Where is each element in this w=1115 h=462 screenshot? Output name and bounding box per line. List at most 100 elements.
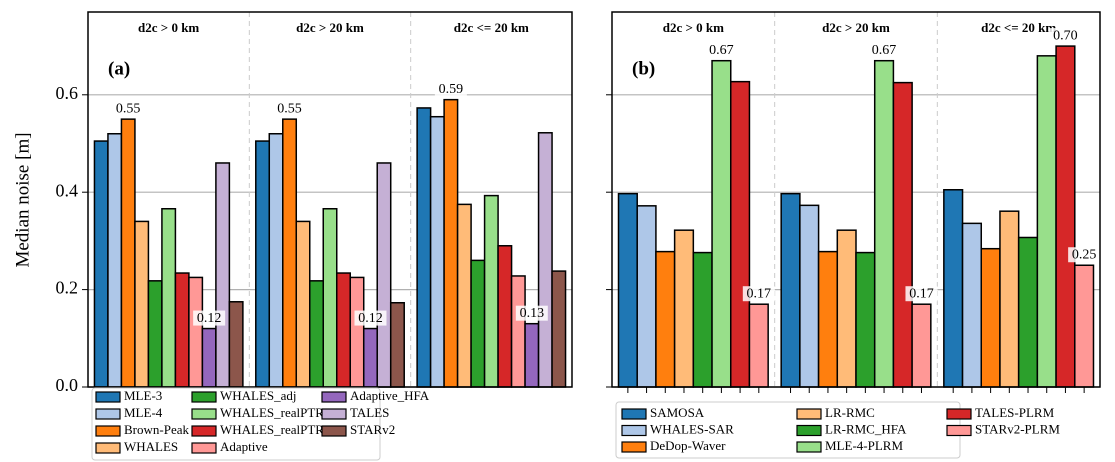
value-label: 0.59 bbox=[439, 82, 464, 97]
bar bbox=[389, 301, 405, 388]
value-label-bg bbox=[705, 42, 738, 58]
bar bbox=[335, 272, 351, 388]
bar bbox=[1074, 264, 1095, 388]
value-label-bg bbox=[905, 286, 938, 302]
group-label: d2c <= 20 km bbox=[454, 20, 529, 35]
value-label-bg bbox=[1049, 28, 1082, 44]
bar bbox=[456, 203, 472, 388]
value-label: 0.12 bbox=[358, 311, 383, 326]
bar bbox=[255, 140, 271, 388]
bar bbox=[282, 118, 298, 388]
legend-swatch bbox=[321, 425, 347, 437]
bar bbox=[201, 327, 217, 388]
value-label: 0.67 bbox=[872, 43, 897, 58]
legend-label: MLE-3 bbox=[124, 388, 162, 403]
bar bbox=[537, 132, 553, 388]
group-label: d2c > 20 km bbox=[296, 20, 364, 35]
bar bbox=[429, 115, 445, 388]
bar bbox=[524, 322, 540, 388]
bar bbox=[729, 80, 751, 388]
bar bbox=[362, 327, 378, 388]
value-label: 0.13 bbox=[520, 306, 545, 321]
legend-label: TALES-PLRM bbox=[975, 405, 1055, 420]
value-label-bg bbox=[112, 101, 145, 117]
legend-label: DeDop-Waver bbox=[650, 438, 726, 453]
legend-label: MLE-4-PLRM bbox=[825, 438, 903, 453]
bar bbox=[855, 251, 876, 388]
bar bbox=[309, 280, 325, 388]
bar bbox=[673, 229, 695, 388]
legend-swatch bbox=[191, 442, 217, 454]
bar bbox=[999, 210, 1020, 388]
bar bbox=[174, 272, 190, 388]
bar bbox=[322, 208, 338, 388]
legend-swatch bbox=[796, 408, 822, 420]
group-label: d2c > 0 km bbox=[138, 20, 199, 35]
bar bbox=[295, 220, 311, 388]
legend-label: WHALES_adj bbox=[220, 388, 297, 403]
bar bbox=[892, 81, 913, 388]
legend-label: WHALES-SAR bbox=[650, 421, 734, 436]
bar bbox=[799, 204, 820, 388]
bar bbox=[93, 140, 109, 388]
axes-frame bbox=[611, 11, 1101, 388]
bar bbox=[873, 59, 895, 388]
value-label: 0.12 bbox=[197, 311, 222, 326]
bar bbox=[161, 208, 177, 388]
bar bbox=[120, 118, 136, 388]
bar bbox=[215, 162, 231, 388]
legend-label: STARv2-PLRM bbox=[975, 421, 1060, 436]
legend-swatch bbox=[946, 424, 972, 437]
bar bbox=[376, 162, 392, 388]
legend-swatch bbox=[321, 408, 347, 420]
legend-label: WHALES_realPTR bbox=[220, 405, 324, 420]
value-label-bg bbox=[273, 101, 306, 117]
bar bbox=[551, 270, 567, 388]
value-label-bg bbox=[1068, 247, 1101, 263]
bar bbox=[470, 259, 486, 388]
value-label-bg bbox=[193, 310, 226, 326]
bar bbox=[817, 250, 839, 388]
legend-label: TALES bbox=[350, 405, 389, 420]
bar bbox=[107, 133, 123, 388]
value-label-bg bbox=[354, 310, 387, 326]
legend-label: Adaptive_HFA bbox=[350, 388, 430, 403]
legend-swatch bbox=[796, 424, 822, 437]
legend-swatch bbox=[191, 425, 217, 437]
bar bbox=[510, 275, 526, 388]
value-label-bg bbox=[742, 286, 775, 302]
value-label: 0.17 bbox=[909, 286, 934, 301]
bar bbox=[1017, 236, 1039, 388]
y-tick-label: 0.2 bbox=[56, 278, 79, 298]
legend-label: LR-RMC_HFA bbox=[825, 421, 907, 436]
bar bbox=[228, 301, 244, 388]
legend-swatch bbox=[95, 442, 121, 454]
bar bbox=[349, 276, 365, 388]
bar bbox=[961, 222, 983, 388]
legend-label: WHALES bbox=[124, 439, 178, 454]
legend-swatch bbox=[95, 391, 121, 403]
y-tick-label: 0.4 bbox=[56, 180, 79, 200]
value-label: 0.70 bbox=[1053, 28, 1078, 43]
bar bbox=[134, 220, 150, 388]
value-label: 0.25 bbox=[1072, 247, 1097, 262]
bar bbox=[617, 192, 638, 388]
bar bbox=[943, 189, 964, 388]
legend-swatch bbox=[621, 408, 647, 420]
panel-label: (a) bbox=[108, 58, 130, 79]
group-label: d2c <= 20 km bbox=[981, 20, 1056, 35]
value-label-bg bbox=[868, 42, 901, 58]
legend-swatch bbox=[796, 441, 822, 453]
value-label: 0.55 bbox=[116, 101, 141, 116]
bar bbox=[980, 247, 1001, 388]
bar bbox=[188, 276, 204, 388]
legend-swatch bbox=[95, 425, 121, 437]
group-label: d2c > 20 km bbox=[822, 20, 890, 35]
group-label: d2c > 0 km bbox=[663, 20, 724, 35]
legend-swatch bbox=[946, 408, 972, 420]
value-label: 0.55 bbox=[277, 101, 302, 116]
legend-swatch bbox=[191, 391, 217, 403]
bar bbox=[1036, 55, 1057, 388]
panel-label: (b) bbox=[632, 58, 655, 79]
